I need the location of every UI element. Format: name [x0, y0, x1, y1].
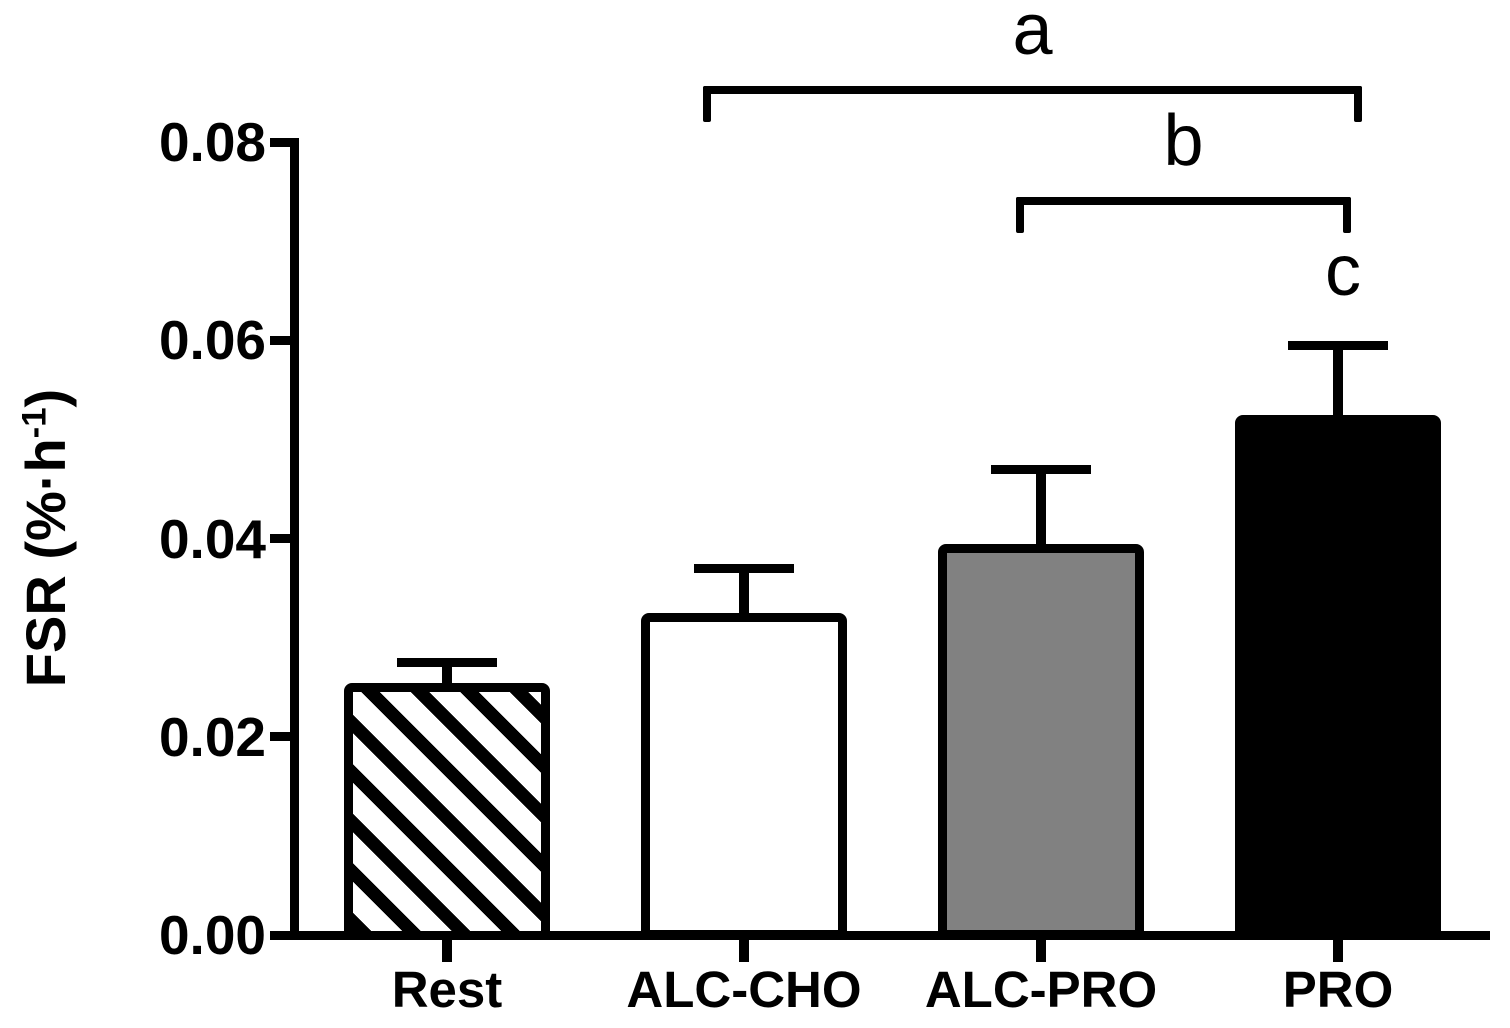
y-tick-label: 0.02: [158, 705, 266, 768]
x-tick-mark: [1036, 939, 1046, 962]
bar-alc-cho: [641, 613, 847, 940]
error-bar-stem: [442, 662, 452, 692]
significance-bracket-end-left: [703, 86, 711, 122]
y-tick-mark: [270, 732, 290, 742]
x-axis-line: [290, 930, 1490, 940]
error-bar-cap: [1288, 340, 1388, 350]
x-category-label-alc-pro: ALC-PRO: [924, 961, 1158, 1018]
x-category-label-alc-cho: ALC-CHO: [626, 961, 862, 1018]
bar-rest: [344, 682, 550, 940]
significance-label-b: b: [1163, 101, 1204, 181]
significance-label-c: c: [1325, 230, 1361, 311]
y-tick-label: 0.08: [158, 111, 266, 173]
y-axis-title-superscript: -1: [15, 407, 54, 439]
y-tick-mark: [270, 534, 290, 543]
y-tick-label: 0.00: [158, 904, 266, 966]
y-tick-mark: [270, 335, 290, 345]
bar-alc-pro: [938, 543, 1144, 940]
significance-label-a: a: [1012, 0, 1053, 70]
significance-bracket-line: [703, 86, 1362, 94]
significance-bracket-line: [1016, 197, 1351, 205]
error-bar-stem: [739, 568, 749, 622]
error-bar-cap: [694, 563, 794, 573]
y-axis-line: [290, 137, 299, 940]
y-axis-title: FSR (%·h-1): [14, 389, 77, 687]
significance-bracket-end-right: [1343, 197, 1351, 233]
y-tick-mark: [270, 930, 290, 940]
significance-bracket-end-right: [1354, 86, 1362, 122]
y-axis-title-text: FSR (%·h: [14, 438, 77, 688]
x-category-label-rest: Rest: [391, 961, 503, 1018]
x-tick-mark: [739, 939, 749, 962]
x-tick-mark: [442, 939, 452, 962]
error-bar-cap: [991, 464, 1091, 474]
x-category-label-pro: PRO: [1282, 961, 1394, 1018]
bar-pro: [1235, 415, 1441, 940]
error-bar-stem: [1036, 469, 1046, 553]
x-tick-mark: [1333, 939, 1343, 962]
y-tick-mark: [270, 137, 290, 147]
error-bar-cap: [397, 657, 497, 667]
y-tick-label: 0.06: [158, 309, 266, 372]
error-bar-stem: [1333, 345, 1343, 424]
y-tick-label: 0.04: [158, 507, 266, 570]
y-axis-title-close: ): [14, 388, 77, 408]
significance-bracket-end-left: [1016, 197, 1024, 233]
